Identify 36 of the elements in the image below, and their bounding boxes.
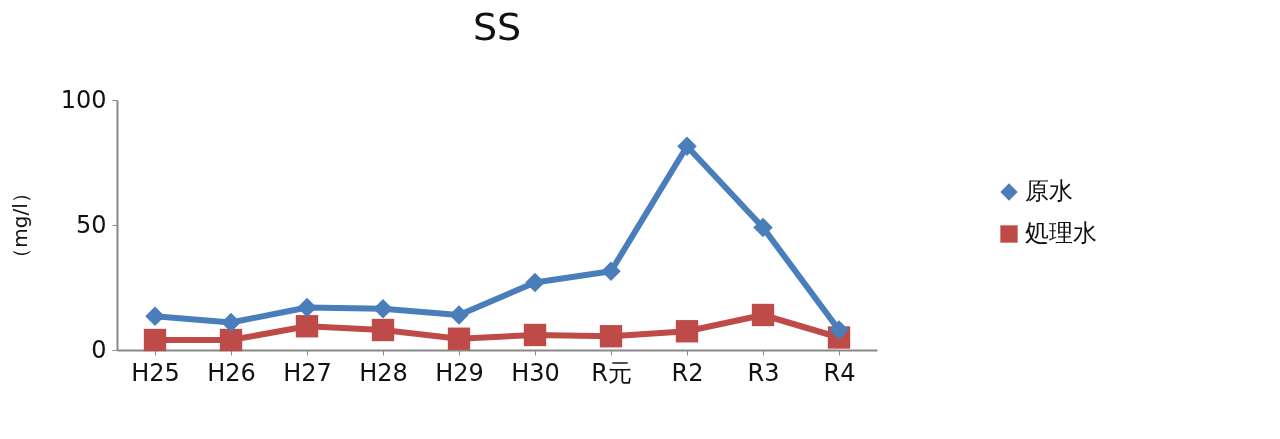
point <box>751 303 775 327</box>
point <box>295 315 319 338</box>
legend-label: 処理水 <box>1025 219 1097 247</box>
point <box>371 318 395 342</box>
x-tick-label: H28 <box>359 358 408 387</box>
x-tick-label: R3 <box>747 358 780 387</box>
point <box>675 320 699 343</box>
x-tick-label: H27 <box>283 358 332 387</box>
x-tick-label: R元 <box>591 358 632 387</box>
x-tick-label: H30 <box>511 358 560 387</box>
point <box>449 305 469 325</box>
x-tick-label: H26 <box>207 358 256 387</box>
point <box>523 323 547 347</box>
point <box>599 325 623 348</box>
x-tick-label: H25 <box>131 358 180 387</box>
x-tick-label: H29 <box>435 358 484 387</box>
point <box>297 297 317 318</box>
y-axis-title: （mg/l） <box>7 183 32 268</box>
point <box>447 327 471 350</box>
y-tick-label: 100 <box>60 85 107 114</box>
point <box>677 136 697 156</box>
point <box>601 261 621 281</box>
point <box>373 299 393 319</box>
point <box>219 328 243 352</box>
point <box>829 320 849 340</box>
point <box>221 312 241 333</box>
y-tick-label: 50 <box>75 210 107 239</box>
point <box>753 217 773 238</box>
x-tick-label: R4 <box>823 358 856 387</box>
x-tick-label: R2 <box>671 358 704 387</box>
point <box>525 272 545 293</box>
point <box>143 328 167 352</box>
legend-label: 原水 <box>1025 177 1073 205</box>
point <box>145 306 165 326</box>
y-tick-label: 0 <box>91 335 107 364</box>
chart-title: SS <box>472 5 522 49</box>
